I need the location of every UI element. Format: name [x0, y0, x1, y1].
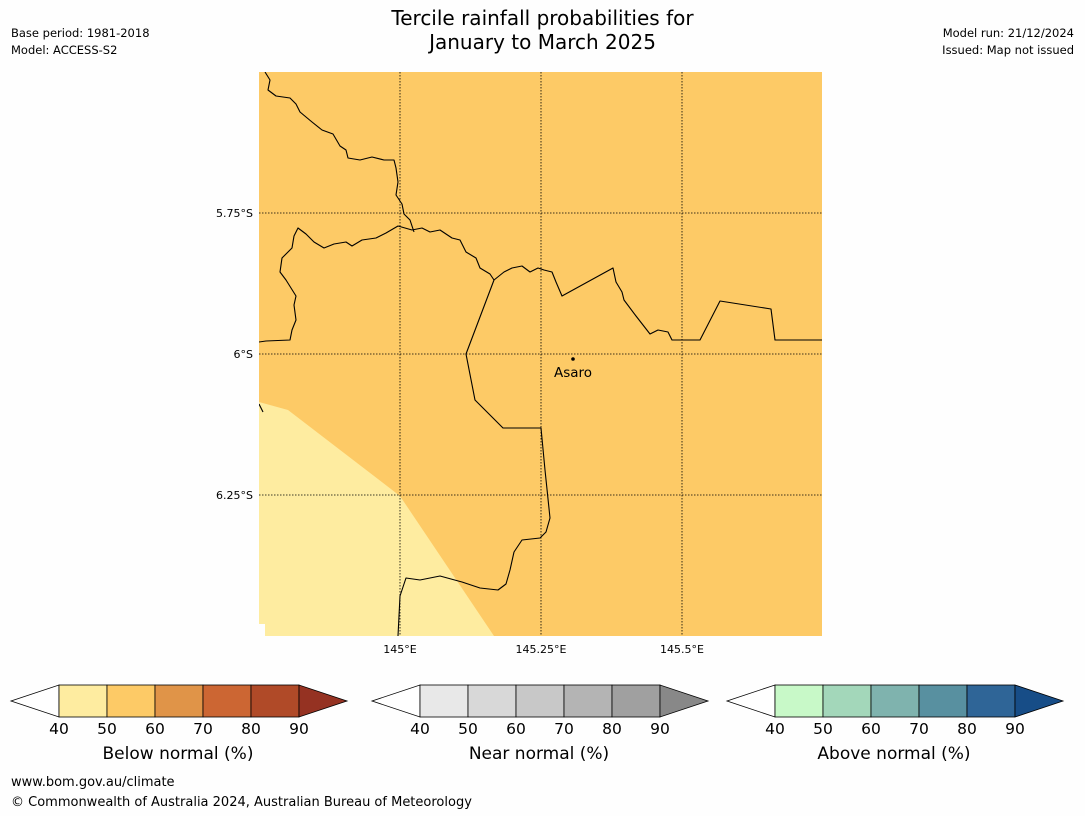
colorbar-tick-label: 90: [650, 720, 670, 738]
base-period-text: Base period: 1981-2018: [11, 26, 150, 40]
title-line-1: Tercile rainfall probabilities for: [391, 6, 694, 30]
colorbar-tick-label: 90: [289, 720, 309, 738]
lon-label-145: 145°E: [383, 643, 416, 656]
colorbar-segment: [154, 684, 204, 718]
colorbar-segment: [467, 684, 517, 718]
title-line-2: January to March 2025: [429, 30, 656, 54]
colorbar-label-below: Below normal (%): [102, 744, 254, 764]
colorbar-tick-label: 80: [602, 720, 622, 738]
colorbar-segment: [870, 684, 920, 718]
colorbar-above-normal: 40 50 60 70 80 90: [725, 684, 1065, 738]
colorbar-segment: [58, 684, 108, 718]
forecast-map: Asaro 5.75°S 6°S 6.25°S 145°E 145.25°E 1…: [216, 72, 822, 656]
lat-label-6: 6°S: [234, 348, 253, 361]
colorbar-arrow-low: [370, 684, 421, 718]
map-gridlines: [259, 72, 822, 636]
colorbar-arrow-low: [9, 684, 60, 718]
colorbar-segment: [515, 684, 565, 718]
model-text: Model: ACCESS-S2: [11, 43, 118, 57]
footer-url: www.bom.gov.au/climate: [11, 775, 175, 790]
asaro-marker: [571, 357, 575, 361]
colorbar-segment: [611, 684, 661, 718]
colorbar-segment: [918, 684, 968, 718]
border-west-ridge: [259, 225, 822, 343]
meta-left: Base period: 1981-2018 Model: ACCESS-S2: [11, 25, 150, 59]
colorbar-segment: [106, 684, 156, 718]
colorbar-segment: [966, 684, 1016, 718]
footer-copyright: © Commonwealth of Australia 2024, Austra…: [11, 795, 472, 810]
colorbar-segment: [202, 684, 252, 718]
colorbar-tick-label: 40: [49, 720, 69, 738]
lon-labels: 145°E 145.25°E 145.5°E: [383, 643, 704, 656]
colorbar-tick-label: 40: [410, 720, 430, 738]
map-title: Tercile rainfall probabilities for Janua…: [0, 6, 1085, 54]
colorbar-segment: [563, 684, 613, 718]
colorbar-tick-label: 50: [458, 720, 478, 738]
colorbar-tick-label: 70: [554, 720, 574, 738]
asaro-label: Asaro: [554, 365, 592, 381]
colorbar-tick-label: 80: [957, 720, 977, 738]
colorbar-segment: [822, 684, 872, 718]
colorbar-tick-label: 40: [765, 720, 785, 738]
colorbar-segment: [250, 684, 300, 718]
colorbar-label-above: Above normal (%): [817, 744, 971, 764]
lat-labels: 5.75°S 6°S 6.25°S: [216, 207, 253, 502]
lon-label-145-5: 145.5°E: [660, 643, 704, 656]
colorbar-arrow-high: [659, 684, 710, 718]
lat-label-6-25: 6.25°S: [216, 489, 253, 502]
colorbar-segment: [419, 684, 469, 718]
map-edge-mask: [259, 624, 265, 636]
border-southwest-tick: [259, 403, 264, 413]
colorbar-tick-label: 70: [909, 720, 929, 738]
colorbar-tick-label: 90: [1005, 720, 1025, 738]
colorbar-tick-label: 60: [145, 720, 165, 738]
colorbar-label-near: Near normal (%): [468, 744, 610, 764]
colorbar-below-normal: 40 50 60 70 80 90: [9, 684, 349, 738]
lon-label-145-25: 145.25°E: [516, 643, 567, 656]
colorbar-tick-label: 60: [506, 720, 526, 738]
province-borders: [259, 72, 822, 636]
colorbar-segment: [774, 684, 824, 718]
border-northwest: [264, 72, 415, 233]
border-asaro-district: [397, 279, 551, 636]
lat-label-5-75: 5.75°S: [216, 207, 253, 220]
colorbar-tick-label: 60: [861, 720, 881, 738]
colorbar-near-normal: 40 50 60 70 80 90: [370, 684, 710, 738]
colorbar-tick-label: 70: [193, 720, 213, 738]
colorbar-tick-label: 50: [97, 720, 117, 738]
colorbar-tick-label: 80: [241, 720, 261, 738]
colorbar-arrow-high: [1014, 684, 1065, 718]
colorbar-arrow-high: [298, 684, 349, 718]
issued-text: Issued: Map not issued: [942, 43, 1074, 57]
colorbar-arrow-low: [725, 684, 776, 718]
model-run-text: Model run: 21/12/2024: [942, 26, 1074, 40]
colorbar-tick-label: 50: [813, 720, 833, 738]
meta-right: Model run: 21/12/2024 Issued: Map not is…: [942, 25, 1074, 59]
